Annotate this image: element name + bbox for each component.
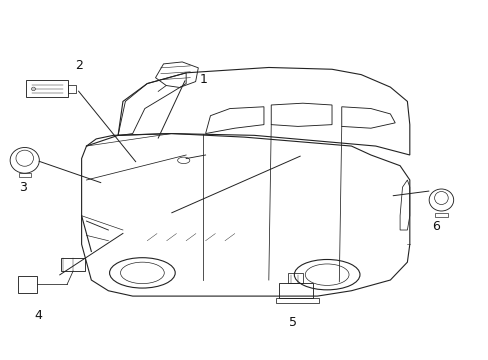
Text: 6: 6 bbox=[432, 220, 440, 233]
Text: 5: 5 bbox=[288, 316, 297, 329]
Text: 4: 4 bbox=[34, 309, 41, 322]
Text: 1: 1 bbox=[199, 73, 207, 86]
Text: 3: 3 bbox=[20, 181, 27, 194]
Text: 2: 2 bbox=[75, 59, 83, 72]
